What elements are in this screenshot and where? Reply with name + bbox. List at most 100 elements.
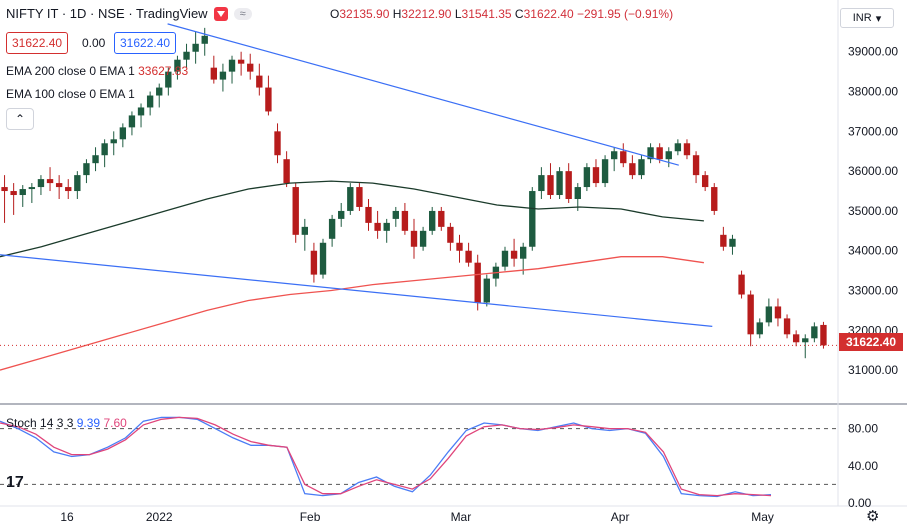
candle-body: [674, 143, 682, 152]
candle-body: [610, 151, 618, 160]
candle-body: [692, 155, 700, 176]
candle-body: [119, 127, 127, 140]
collapse-legend-button[interactable]: ⌃: [6, 108, 34, 130]
candle-body: [74, 175, 81, 192]
ema200-value: 33627.83: [138, 64, 189, 78]
price-change: −291.95 (−0.91%): [577, 7, 674, 21]
candle-body: [55, 183, 63, 188]
candle-body: [10, 191, 17, 196]
stoch-legend[interactable]: Stoch 14 3 3 9.39 7.60: [6, 416, 127, 430]
currency-selector[interactable]: INR ▾: [840, 8, 894, 28]
price-tick-label: 39000.00: [848, 45, 898, 59]
candle-body: [319, 242, 327, 275]
time-tick-label: May: [751, 510, 774, 524]
compare-button[interactable]: ≈: [233, 7, 252, 20]
candle-body: [210, 67, 218, 80]
candle-body: [401, 210, 409, 231]
candle-body: [556, 171, 563, 196]
price-tick-label: 34000.00: [848, 244, 898, 258]
time-tick-label: 16: [60, 510, 74, 524]
candle-body: [283, 159, 290, 184]
candle-body: [374, 222, 381, 231]
ohlc-readout: O32135.90 H32212.90 L31541.35 C31622.40 …: [330, 7, 674, 21]
candle-body: [183, 51, 190, 60]
ema100-line: [0, 180, 704, 258]
candle-body: [738, 274, 745, 295]
candle-body: [583, 167, 591, 188]
candle-body: [338, 210, 345, 219]
candle-body: [620, 151, 627, 164]
candle-body: [811, 326, 818, 339]
chevron-down-icon: ▾: [875, 12, 882, 25]
candle-body: [92, 155, 99, 164]
candle-body: [538, 175, 545, 192]
candle-body: [237, 59, 245, 64]
candle-body: [156, 87, 163, 96]
candle-body: [347, 187, 354, 211]
candle-body: [683, 143, 691, 156]
candle-body: [356, 187, 363, 207]
candle-body: [565, 171, 572, 199]
stoch-k-value: 9.39: [76, 416, 101, 430]
candle-body: [28, 187, 36, 190]
candle-body: [792, 334, 800, 343]
stoch-tick-label: 0.00: [848, 496, 872, 510]
spread-value: 0.00: [82, 36, 106, 50]
candle-body: [638, 159, 645, 176]
candle-body: [429, 210, 436, 231]
stoch-tick-label: 40.00: [848, 459, 878, 473]
stoch-d-line: [0, 416, 772, 497]
candle-body: [729, 238, 736, 247]
symbol-header[interactable]: NIFTY IT · 1D · NSE · TradingView ≈: [6, 6, 252, 21]
candle-body: [174, 59, 181, 72]
market-status-icon: [213, 6, 228, 21]
candle-body: [65, 187, 72, 192]
stoch-d-value: 7.60: [103, 416, 127, 430]
candle-body: [392, 210, 399, 219]
buy-price-box[interactable]: 31622.40: [114, 32, 177, 54]
candle-body: [501, 250, 509, 267]
candle-body: [146, 95, 154, 108]
trend-line-lower: [0, 254, 713, 327]
candle-body: [756, 322, 763, 335]
candle-body: [510, 250, 518, 259]
candle-body: [128, 115, 136, 128]
candle-body: [574, 187, 581, 199]
candle-body: [256, 75, 263, 88]
candle-body: [46, 179, 54, 184]
candle-body: [520, 246, 527, 259]
tradingview-logo[interactable]: 17: [6, 474, 24, 491]
candle-body: [601, 159, 609, 184]
sell-price-box[interactable]: 31622.40: [6, 32, 69, 54]
time-tick-label: Mar: [451, 510, 472, 524]
candle-body: [701, 175, 709, 188]
candle-body: [247, 63, 254, 72]
price-tick-label: 33000.00: [848, 284, 898, 298]
symbol-title: NIFTY IT · 1D · NSE · TradingView: [6, 6, 208, 21]
candle-body: [456, 242, 463, 251]
ema100-legend[interactable]: EMA 100 close 0 EMA 1: [6, 87, 135, 101]
trend-line-upper: [167, 23, 679, 166]
settings-gear-icon[interactable]: ⚙: [866, 508, 880, 525]
candle-body: [474, 262, 481, 303]
price-tick-label: 38000.00: [848, 85, 898, 99]
candle-body: [547, 175, 554, 196]
candle-body: [328, 218, 336, 239]
candle-body: [165, 71, 172, 88]
candle-body: [265, 87, 272, 112]
candle-body: [592, 167, 600, 184]
time-tick-label: Apr: [611, 510, 630, 524]
candle-body: [720, 234, 727, 247]
candle-body: [37, 179, 45, 188]
candle-body: [529, 191, 536, 247]
candle-body: [711, 187, 718, 211]
price-tick-label: 37000.00: [848, 124, 898, 138]
candle-body: [410, 230, 418, 247]
candle-body: [365, 206, 372, 223]
candle-body: [802, 338, 809, 343]
candle-body: [629, 163, 636, 176]
candle-body: [465, 250, 472, 263]
ema200-legend[interactable]: EMA 200 close 0 EMA 1 33627.83: [6, 64, 189, 78]
